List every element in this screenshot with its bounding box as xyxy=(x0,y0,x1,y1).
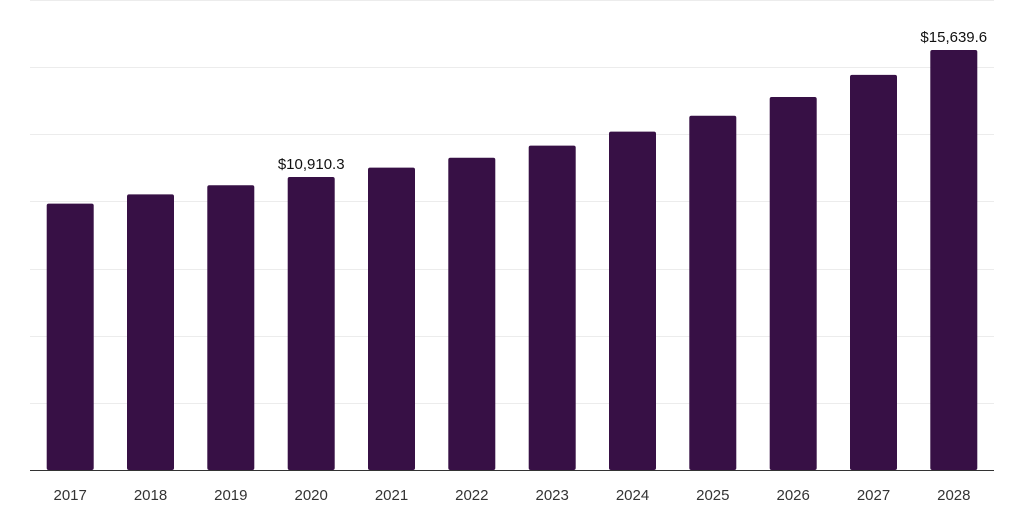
x-tick-label-2025: 2025 xyxy=(696,487,729,504)
x-tick-label-2026: 2026 xyxy=(777,487,810,504)
bar-2020[interactable] xyxy=(287,177,335,470)
bar-2027[interactable] xyxy=(850,74,897,471)
bar-2028[interactable] xyxy=(930,50,978,470)
x-tick-label-2021: 2021 xyxy=(375,487,408,504)
x-tick-label-2023: 2023 xyxy=(536,487,569,504)
x-axis-ticks: 2017 2018 2019 2020 2021 2022 2023 2024 2025 2026… xyxy=(54,487,971,504)
x-tick-label-2017: 2017 xyxy=(54,487,87,504)
bar-2023[interactable] xyxy=(528,145,576,470)
bar-2021[interactable] xyxy=(368,167,415,470)
data-label-2020: $10,910.3 xyxy=(278,156,345,173)
gridlines xyxy=(30,0,994,404)
data-label-2028: $15,639.6 xyxy=(920,29,987,46)
bar-2017[interactable] xyxy=(46,203,94,470)
x-tick-label-2022: 2022 xyxy=(455,487,488,504)
data-labels: $10,910.3 $15,639.6 xyxy=(278,29,987,173)
bar-2024[interactable] xyxy=(609,131,656,470)
bar-2018[interactable] xyxy=(127,194,174,470)
x-tick-label-2018: 2018 xyxy=(134,487,167,504)
x-tick-label-2027: 2027 xyxy=(857,487,890,504)
x-tick-label-2028: 2028 xyxy=(937,487,970,504)
bars xyxy=(46,50,978,471)
bar-2022[interactable] xyxy=(448,157,496,470)
x-tick-label-2024: 2024 xyxy=(616,487,649,504)
x-tick-label-2020: 2020 xyxy=(295,487,328,504)
bar-2019[interactable] xyxy=(207,185,255,471)
bar-2025[interactable] xyxy=(689,115,737,471)
bar-2026[interactable] xyxy=(769,97,817,470)
x-tick-label-2019: 2019 xyxy=(214,487,247,504)
